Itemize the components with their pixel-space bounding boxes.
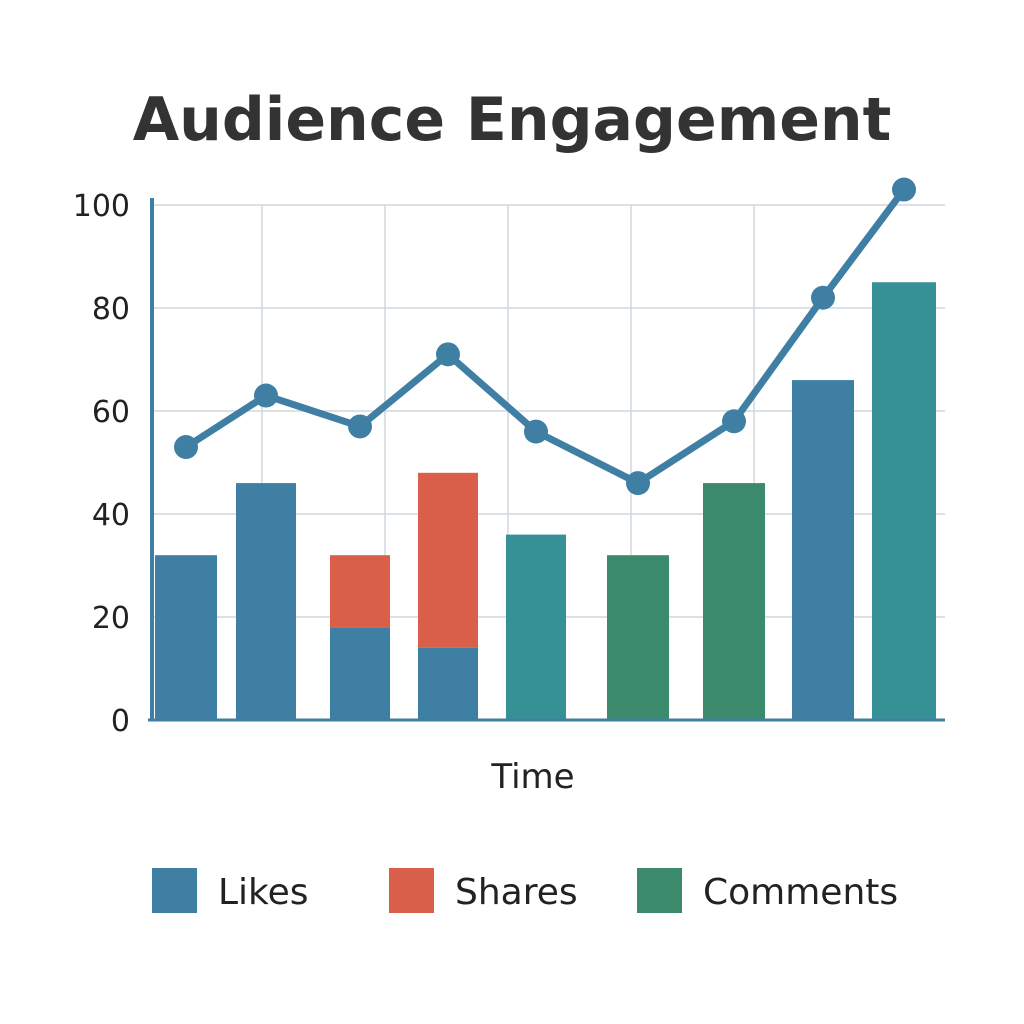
y-tick-label-40: 40	[92, 498, 130, 533]
legend-label-comments: Comments	[703, 872, 898, 913]
bar-5-comments	[607, 555, 669, 720]
chart-title: Audience Engagement	[133, 85, 892, 155]
legend-swatch-shares	[389, 868, 434, 913]
bar-2-likes	[330, 627, 390, 720]
x-axis-label: Time	[490, 757, 574, 797]
bar-1-likes	[236, 483, 296, 720]
trend-point-8	[892, 177, 916, 202]
axes	[148, 198, 945, 722]
bar-3-likes	[418, 647, 478, 720]
trend-point-4	[524, 419, 548, 444]
legend-swatch-comments	[637, 868, 682, 913]
trend-point-7	[811, 285, 835, 310]
y-tick-label-20: 20	[92, 601, 130, 636]
bar-2-shares	[330, 555, 390, 628]
bar-0-likes	[155, 555, 217, 720]
trend-point-1	[254, 383, 278, 408]
trend-point-5	[626, 471, 650, 496]
y-tick-label-80: 80	[92, 292, 130, 327]
trend-point-2	[348, 414, 372, 439]
y-tick-label-0: 0	[111, 704, 130, 739]
bar-6-comments	[703, 483, 765, 720]
bar-3-shares	[418, 472, 478, 648]
y-ticks: 0 20 40 60 80 100	[73, 189, 130, 739]
trend-point-6	[722, 409, 746, 434]
trend-point-0	[174, 435, 198, 460]
bar-8-comments	[872, 282, 936, 720]
trend-point-3	[436, 342, 460, 367]
bar-7-likes	[792, 380, 854, 720]
y-tick-label-60: 60	[92, 395, 130, 430]
bars	[155, 282, 936, 720]
legend: Likes Shares Comments	[152, 868, 898, 913]
bar-4-comments	[506, 534, 566, 720]
legend-label-likes: Likes	[218, 872, 309, 913]
trend-line	[174, 177, 916, 496]
y-tick-label-100: 100	[73, 189, 130, 224]
legend-swatch-likes	[152, 868, 197, 913]
legend-label-shares: Shares	[455, 872, 578, 913]
